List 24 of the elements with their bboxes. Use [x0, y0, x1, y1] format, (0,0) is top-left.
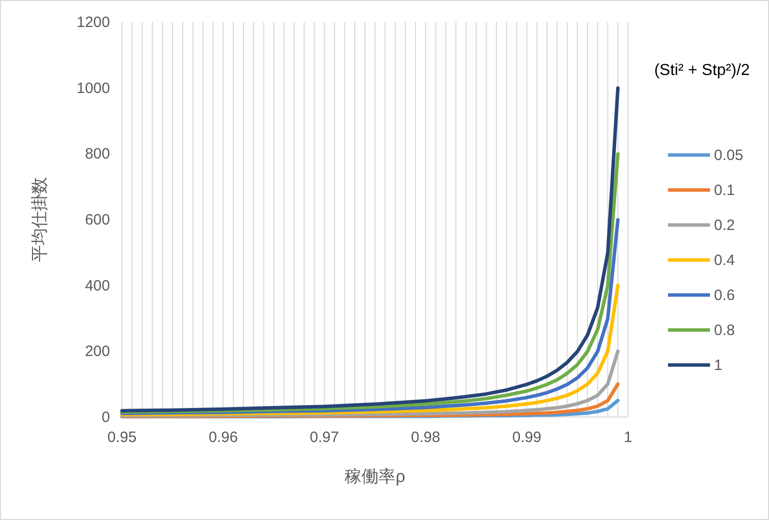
y-tick-label: 1200	[76, 14, 110, 31]
x-tick-label: 0.98	[411, 429, 440, 446]
legend-label: 0.4	[714, 252, 735, 269]
x-tick-label: 0.96	[208, 429, 238, 446]
y-tick-label: 600	[84, 212, 110, 228]
x-tick-label: 0.99	[512, 429, 542, 446]
legend-label: 0.2	[714, 217, 735, 234]
legend-label: 0.8	[714, 322, 735, 339]
legend-title: (Sti² + Stp²)/2	[654, 62, 750, 79]
legend-label: 0.1	[714, 182, 735, 199]
y-tick-label: 400	[84, 277, 110, 294]
y-tick-label: 200	[84, 343, 110, 360]
legend-label: 0.05	[714, 147, 744, 164]
x-tick-label: 1	[624, 429, 632, 446]
y-axis-title: 平均仕掛数	[30, 177, 49, 262]
x-tick-label: 0.97	[310, 429, 339, 446]
x-axis-title: 稼働率ρ	[344, 467, 406, 486]
x-tick-label: 0.95	[107, 429, 137, 446]
line-series	[120, 86, 620, 412]
y-tick-label: 800	[84, 146, 110, 163]
legend-label: 0.6	[714, 287, 735, 304]
y-tick-label: 1000	[76, 80, 110, 97]
legend-label: 1	[714, 357, 722, 374]
y-tick-label: 0	[102, 409, 110, 426]
